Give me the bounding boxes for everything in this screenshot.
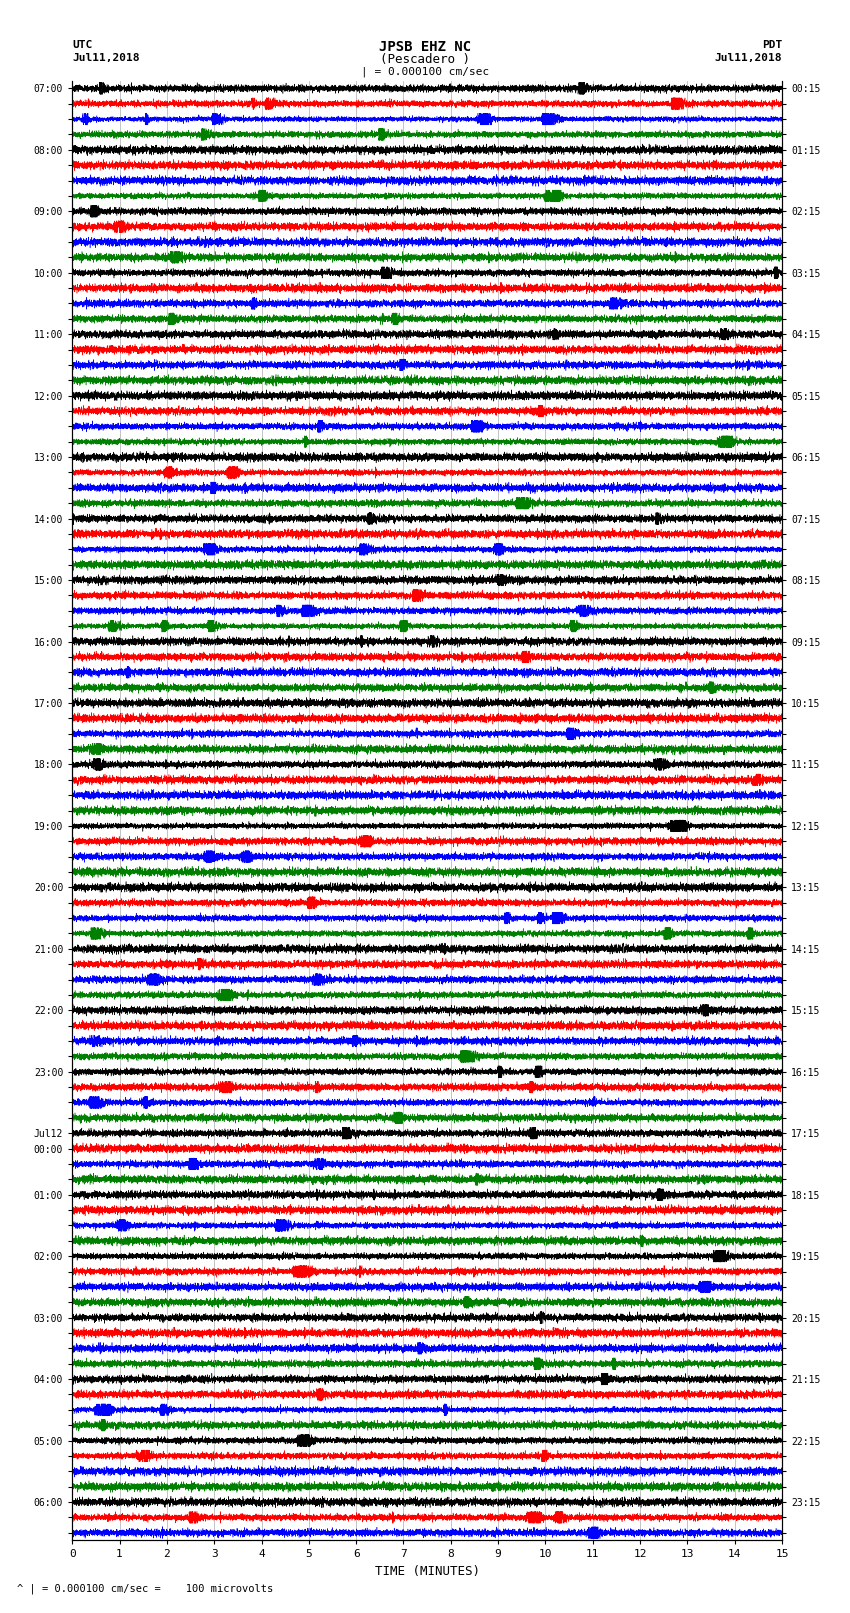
Text: PDT: PDT — [762, 40, 782, 50]
Text: ^ | = 0.000100 cm/sec =    100 microvolts: ^ | = 0.000100 cm/sec = 100 microvolts — [17, 1582, 273, 1594]
Text: (Pescadero ): (Pescadero ) — [380, 53, 470, 66]
Text: UTC: UTC — [72, 40, 93, 50]
X-axis label: TIME (MINUTES): TIME (MINUTES) — [375, 1565, 479, 1578]
Text: JPSB EHZ NC: JPSB EHZ NC — [379, 40, 471, 55]
Text: Jul11,2018: Jul11,2018 — [72, 53, 139, 63]
Text: Jul11,2018: Jul11,2018 — [715, 53, 782, 63]
Text: | = 0.000100 cm/sec: | = 0.000100 cm/sec — [361, 66, 489, 77]
